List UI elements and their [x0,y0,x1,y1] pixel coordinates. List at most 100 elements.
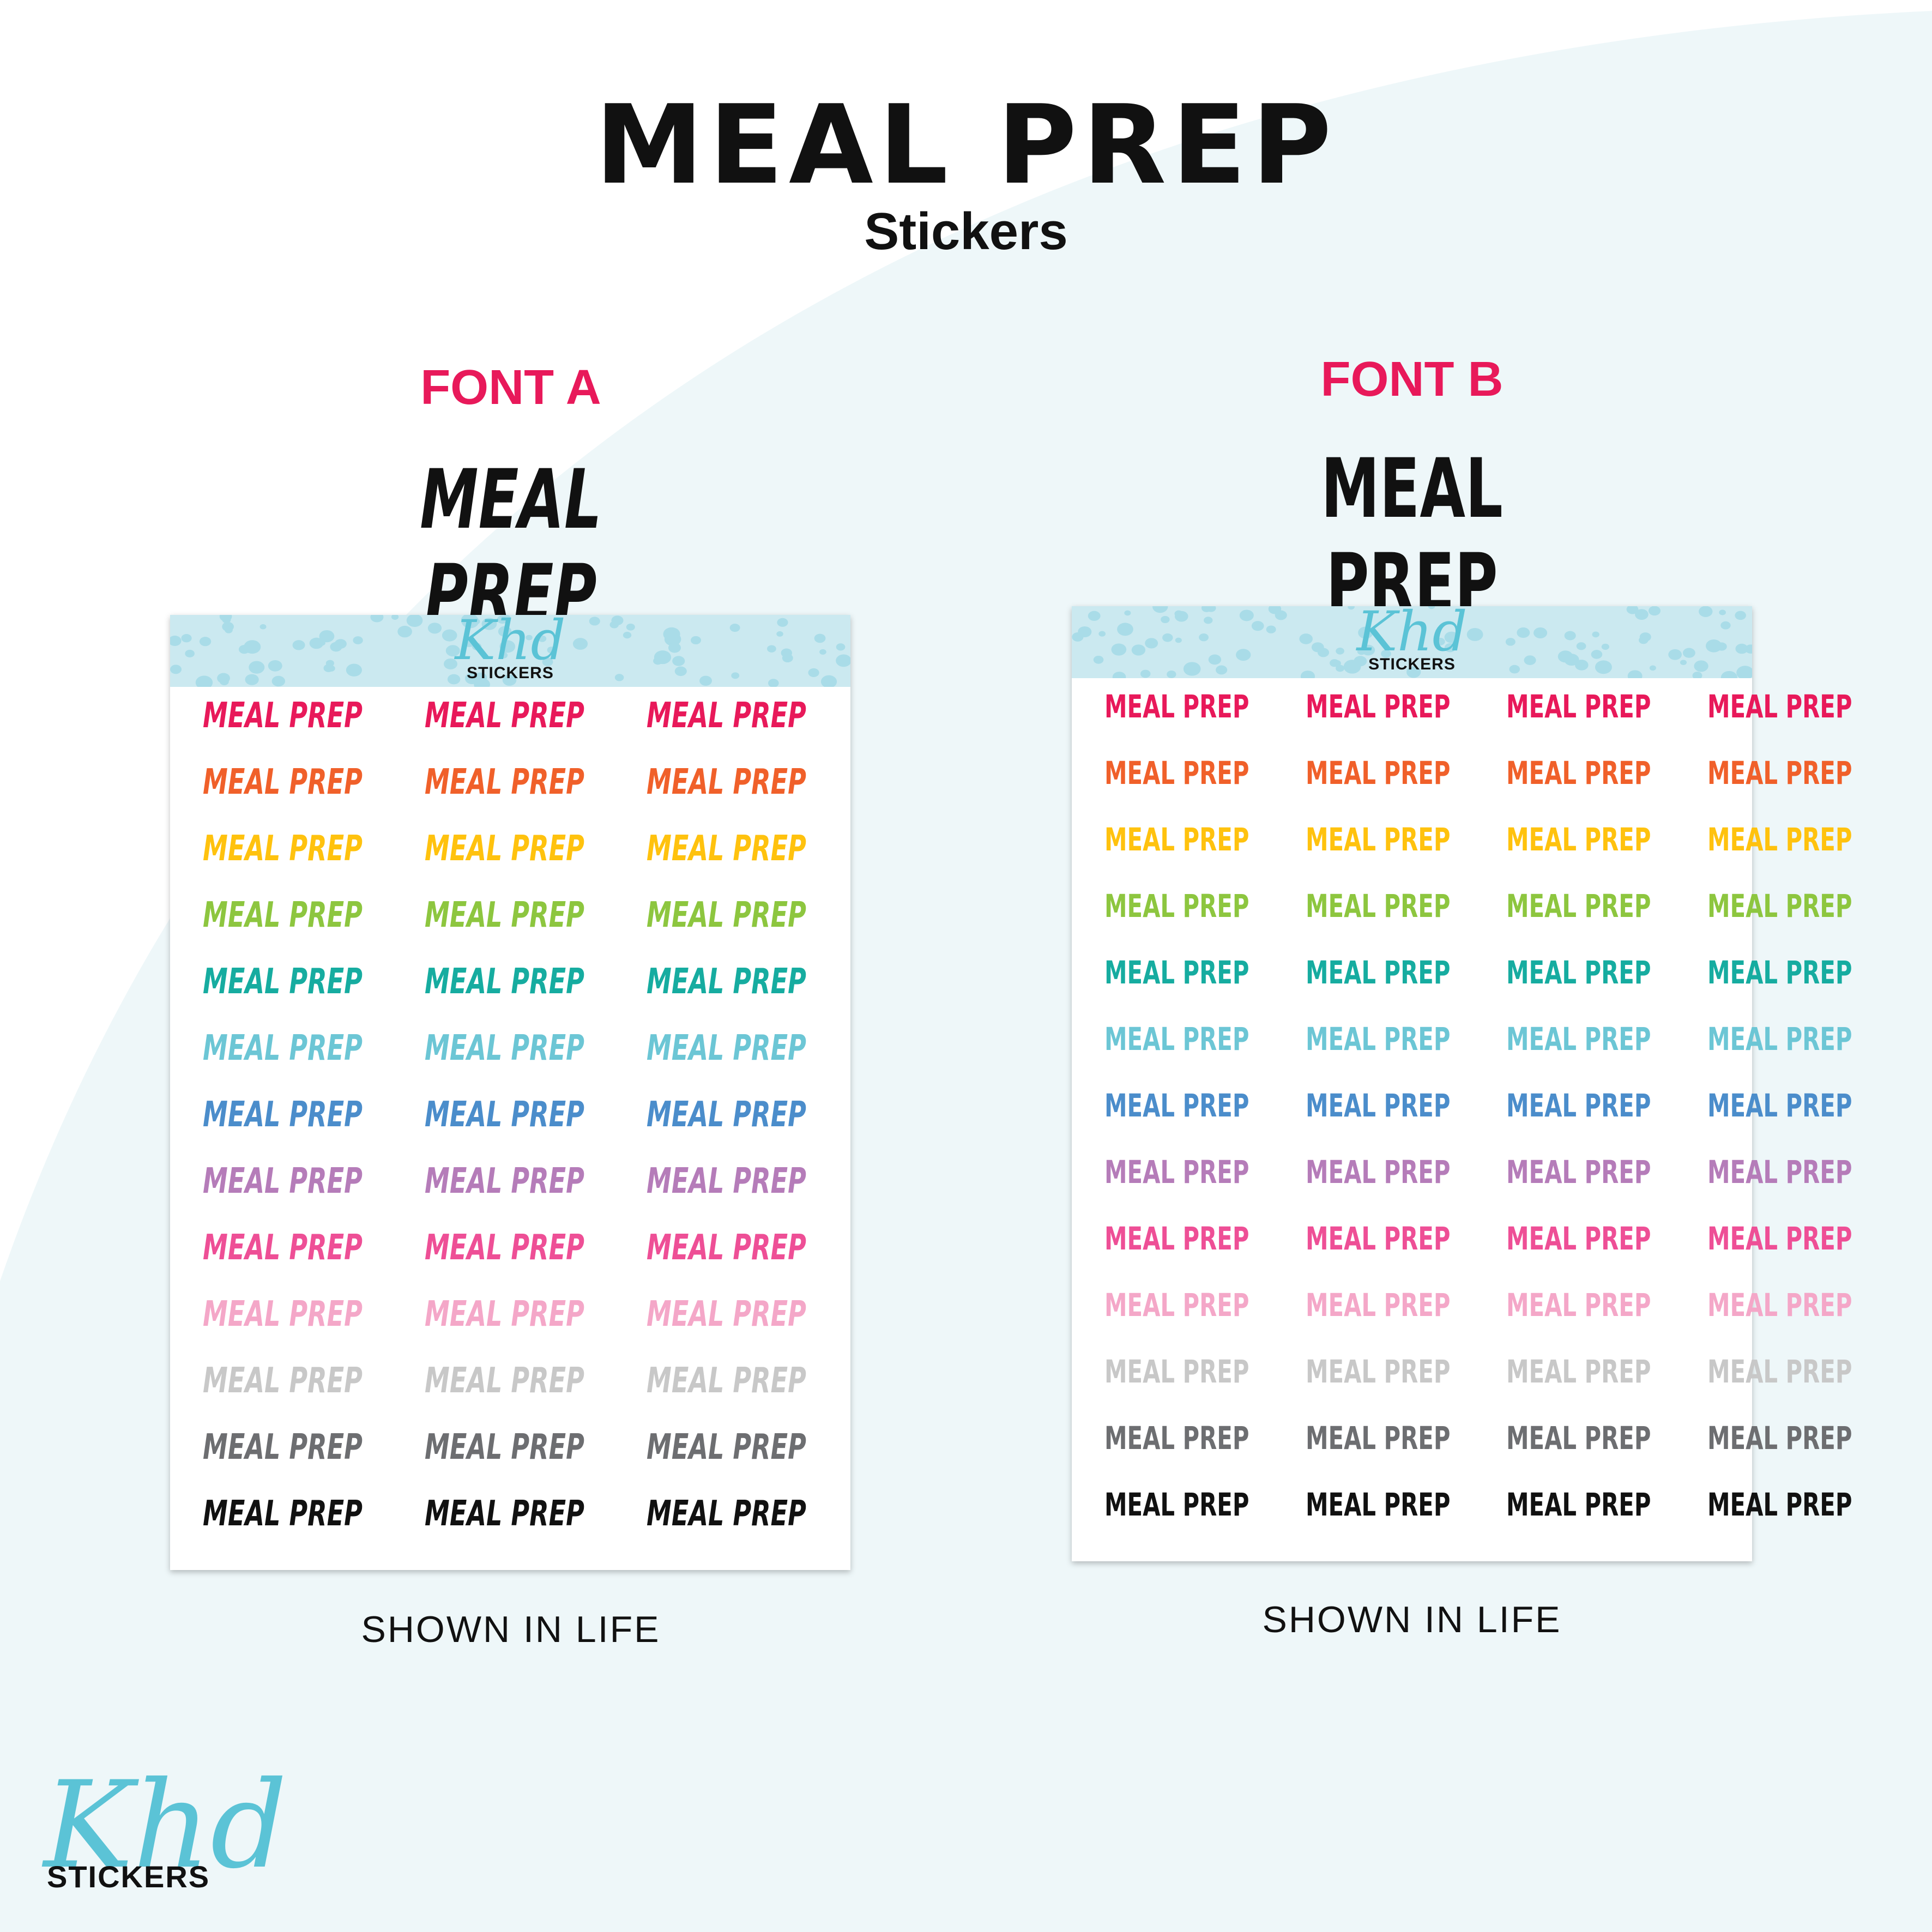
dot [1117,623,1133,636]
sticker-label: MEAL PREP [203,829,363,869]
sheet-header: Khd STICKERS [170,615,850,687]
dot [1694,660,1708,672]
sticker-label: MEAL PREP [203,895,363,935]
sticker-label: MEAL PREP [424,1294,584,1335]
sticker-label: MEAL PREP [1506,1353,1651,1390]
sticker-label: MEAL PREP [1104,887,1249,925]
dot [442,629,457,642]
dot [1088,611,1101,621]
sticker-label: MEAL PREP [1707,1021,1852,1058]
sticker-label: MEAL PREP [1506,1287,1651,1324]
sticker-label: MEAL PREP [1707,954,1852,991]
sticker-label: MEAL PREP [646,1494,806,1534]
sticker-grid: MEAL PREP MEAL PREP MEAL PREP MEAL PREP MEAL… [1104,688,1852,1553]
dot [1208,654,1222,665]
dot [1311,642,1324,653]
sticker-label: MEAL PREP [1104,821,1249,858]
dot [1564,631,1576,641]
dot [699,675,713,686]
font-a-caption: SHOWN IN LIFE [361,1609,661,1650]
dot [1635,609,1649,620]
dot [1381,649,1391,658]
dot [461,615,479,627]
dot [1517,627,1530,638]
sticker-label: MEAL PREP [1707,887,1852,925]
sticker-label: MEAL PREP [1104,688,1249,725]
dot [1720,621,1731,630]
dot [1336,648,1344,655]
dot [672,656,685,666]
sticker-label: MEAL PREP [1104,1353,1249,1390]
dot [334,639,347,649]
dot [222,616,231,624]
dot-pattern [170,615,850,687]
dot [674,666,687,677]
sticker-label: MEAL PREP [1707,1287,1852,1324]
sticker-label: MEAL PREP [1104,1420,1249,1457]
sticker-label: MEAL PREP [1305,1287,1451,1324]
sticker-label: MEAL PREP [1506,1220,1651,1257]
sticker-label: MEAL PREP [1104,954,1249,991]
sticker-label: MEAL PREP [1305,1486,1451,1523]
dot [626,623,635,631]
sticker-label: MEAL PREP [424,1228,584,1268]
dot [1204,617,1213,624]
dot [463,637,475,647]
sticker-label: MEAL PREP [1506,954,1651,991]
dot [614,674,624,681]
sticker-label: MEAL PREP [424,1028,584,1068]
dot [1736,666,1752,678]
dot [1098,631,1106,637]
sticker-label: MEAL PREP [424,696,584,736]
dot [654,650,672,665]
sticker-label: MEAL PREP [646,1361,806,1401]
sticker-label: MEAL PREP [203,696,363,736]
dot [609,621,619,629]
dot [836,643,846,651]
dot [1444,643,1456,653]
dot [1626,606,1639,614]
dot [1680,660,1687,666]
dot [1575,660,1589,671]
dot [346,663,362,677]
dot [1435,638,1445,645]
dot [547,647,556,654]
sticker-label: MEAL PREP [1707,1353,1852,1390]
sheet-logo-script: Khd [455,615,566,672]
sticker-label: MEAL PREP [1104,1486,1249,1523]
sticker-label: MEAL PREP [203,962,363,1002]
sticker-label: MEAL PREP [1506,754,1651,792]
sticker-label: MEAL PREP [646,762,806,802]
dot [664,632,681,646]
sticker-label: MEAL PREP [203,1494,363,1534]
dot [1275,610,1287,620]
sticker-label: MEAL PREP [1506,1087,1651,1124]
dot [782,654,793,663]
sticker-label: MEAL PREP [1506,1486,1651,1523]
dot [1114,644,1123,651]
sticker-label: MEAL PREP [1305,887,1451,925]
dot [1692,672,1702,678]
dot [1509,665,1520,674]
sticker-label: MEAL PREP [1707,821,1852,858]
dot [1174,610,1183,617]
sticker-label: MEAL PREP [646,1028,806,1068]
sticker-label: MEAL PREP [1305,954,1451,991]
sticker-label: MEAL PREP [203,1028,363,1068]
dot [406,615,423,627]
dot [1564,654,1579,666]
dot [1505,638,1516,646]
sticker-label: MEAL PREP [1506,887,1651,925]
sticker-label: MEAL PREP [646,962,806,1002]
dot [526,635,533,641]
dot [1124,610,1131,616]
dot [444,658,457,669]
dot [499,640,516,653]
dot [502,674,517,686]
dot [1592,631,1599,638]
dot [1078,626,1092,638]
dot [1683,648,1695,658]
sticker-label: MEAL PREP [646,1294,806,1335]
font-a-sample: MEAL PREP [420,452,602,642]
